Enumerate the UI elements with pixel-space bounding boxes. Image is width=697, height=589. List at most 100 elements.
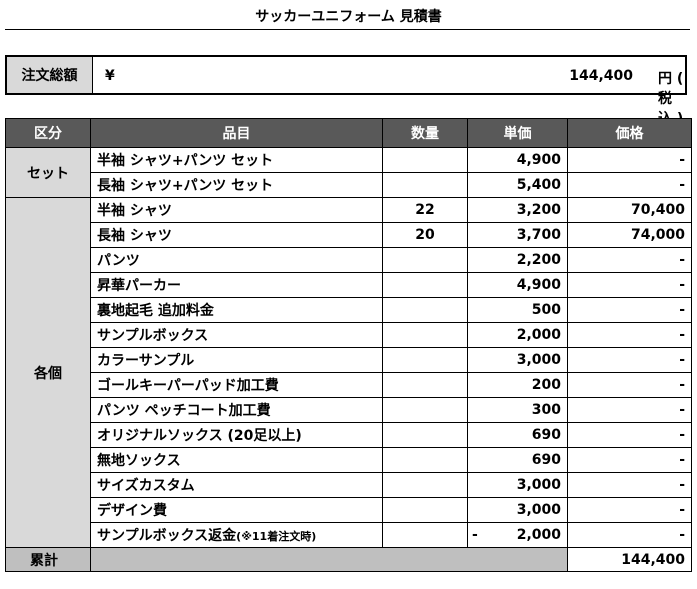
quantity-cell (382, 322, 468, 348)
item-cell: サンプルボックス (90, 322, 383, 348)
unit-price-value: 5,400 (516, 177, 561, 193)
table-row: デザイン費 3,000- (6, 497, 692, 523)
category-cell: セット (5, 147, 91, 198)
title-underline (5, 29, 690, 30)
item-cell: 無地ソックス (90, 447, 383, 473)
table-body: セット 半袖 シャツ+パンツ セット 4,900- 長袖 シャツ+パンツ セット 5,4… (5, 147, 692, 572)
item-name: 半袖 シャツ (97, 203, 172, 219)
price-cell: - (567, 522, 692, 548)
price-cell: - (567, 172, 692, 198)
summary-filler (90, 547, 568, 572)
quantity-cell (382, 247, 468, 273)
quantity-cell (382, 522, 468, 548)
unit-price-value: 690 (531, 427, 561, 443)
quantity-cell (382, 472, 468, 498)
unit-price-cell: 3,000 (467, 472, 568, 498)
unit-price-value: 3,700 (516, 227, 561, 243)
price-cell: - (567, 247, 692, 273)
item-cell: サイズカスタム (90, 472, 383, 498)
unit-price-value: 4,900 (516, 277, 561, 293)
unit-price-value: 690 (531, 452, 561, 468)
table-row: セット 半袖 シャツ+パンツ セット 4,900- (5, 147, 692, 198)
unit-price-value: 3,000 (516, 352, 561, 368)
item-cell: パンツ (90, 247, 383, 273)
item-name: 昇華パーカー (97, 278, 181, 294)
price-cell: - (567, 422, 692, 448)
category-cell: 各個 (5, 197, 91, 548)
quantity-cell: 20 (382, 222, 468, 248)
item-cell: 長袖 シャツ+パンツ セット (90, 172, 383, 198)
table-row: 各個 半袖 シャツ 22 3,200 70,400 (5, 197, 692, 548)
price-cell: - (567, 472, 692, 498)
summary-row: 累計 144,400 (5, 547, 692, 572)
unit-price-value: 3,200 (516, 202, 561, 218)
item-name: サイズカスタム (97, 478, 195, 494)
unit-price-value: 3,000 (516, 477, 561, 493)
unit-price-cell: 3,200 (467, 197, 568, 223)
quantity-cell (382, 272, 468, 298)
order-total-label: 注文総額 (7, 57, 93, 93)
item-name: オリジナルソックス (20足以上) (97, 428, 302, 444)
price-cell: 74,000 (567, 222, 692, 248)
unit-price-value: 2,000 (516, 527, 561, 543)
order-total-value: ¥ 144,400 円 ( 税込 ) (93, 57, 685, 127)
price-cell: - (567, 322, 692, 348)
unit-price-cell: 3,000 (467, 347, 568, 373)
quantity-cell (382, 397, 468, 423)
item-cell: 昇華パーカー (90, 272, 383, 298)
table-row: ゴールキーパーパッド加工費 200- (6, 372, 692, 398)
unit-price-cell: 4,900 (467, 147, 568, 173)
table-row: サイズカスタム 3,000- (6, 472, 692, 498)
item-cell: 裏地起毛 追加料金 (90, 297, 383, 323)
price-cell: - (567, 272, 692, 298)
table-row: サンプルボックス 2,000- (6, 322, 692, 348)
item-name: パンツ (97, 253, 140, 269)
table-row: パンツ 2,200- (6, 247, 692, 273)
table-row: 長袖 シャツ 20 3,700 74,000 (6, 222, 692, 248)
item-cell: 半袖 シャツ+パンツ セット (90, 147, 383, 173)
table-row: パンツ ペッチコート加工費 300- (6, 397, 692, 423)
unit-price-cell: 3,700 (467, 222, 568, 248)
table-row: 裏地起毛 追加料金 500- (6, 297, 692, 323)
quantity-cell (382, 497, 468, 523)
quantity-cell: 22 (382, 197, 468, 223)
item-note: (※11着注文時) (236, 530, 317, 543)
item-name: サンプルボックス返金 (97, 528, 237, 544)
item-name: ゴールキーパーパッド加工費 (97, 378, 279, 394)
quantity-cell (382, 422, 468, 448)
item-cell: オリジナルソックス (20足以上) (90, 422, 383, 448)
price-cell: - (567, 497, 692, 523)
unit-price-cell: 500 (467, 297, 568, 323)
table-row: カラーサンプル 3,000- (6, 347, 692, 373)
unit-price-cell: 2,200 (467, 247, 568, 273)
summary-total: 144,400 (567, 547, 692, 572)
header-category: 区分 (5, 118, 91, 148)
unit-price-cell: 690 (467, 447, 568, 473)
unit-price-value: 3,000 (516, 502, 561, 518)
item-cell: カラーサンプル (90, 347, 383, 373)
header-unit-price: 単価 (467, 118, 568, 148)
item-cell: 半袖 シャツ (90, 197, 383, 223)
order-total-amount: 144,400 (569, 68, 633, 84)
summary-label: 累計 (5, 547, 91, 572)
table-row: オリジナルソックス (20足以上) 690- (6, 422, 692, 448)
unit-price-value: 300 (531, 402, 561, 418)
item-cell: パンツ ペッチコート加工費 (90, 397, 383, 423)
unit-price-cell: 5,400 (467, 172, 568, 198)
item-name: デザイン費 (97, 503, 167, 519)
unit-price-value: 2,200 (516, 252, 561, 268)
price-cell: - (567, 147, 692, 173)
item-cell: ゴールキーパーパッド加工費 (90, 372, 383, 398)
price-cell: - (567, 447, 692, 473)
unit-price-value: 4,900 (516, 152, 561, 168)
document-title: サッカーユニフォーム 見積書 (255, 9, 442, 25)
item-name: 半袖 シャツ+パンツ セット (97, 153, 274, 169)
price-cell: - (567, 347, 692, 373)
item-name: 裏地起毛 追加料金 (97, 303, 214, 319)
unit-price-cell: 4,900 (467, 272, 568, 298)
order-total-box: 注文総額 ¥ 144,400 円 ( 税込 ) (5, 55, 687, 127)
header-price: 価格 (567, 118, 692, 148)
header-item: 品目 (90, 118, 383, 148)
item-name: 長袖 シャツ+パンツ セット (97, 178, 274, 194)
unit-price-value: 500 (531, 302, 561, 318)
